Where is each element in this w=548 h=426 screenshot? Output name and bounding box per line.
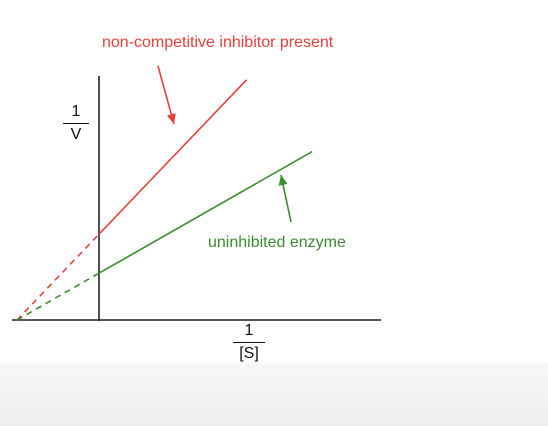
arrow-layer xyxy=(157,65,292,223)
x-axis-label-numerator: 1 xyxy=(244,322,254,339)
series-inhibited-extrapolation xyxy=(16,233,100,321)
y-axis-label: 1 V xyxy=(63,103,89,144)
series-label-inhibited: non-competitive inhibitor present xyxy=(102,34,334,51)
x-axis-label-fraction-bar xyxy=(233,342,265,343)
y-axis-label-numerator: 1 xyxy=(71,103,81,120)
x-axis-label-denominator: [S] xyxy=(239,345,259,362)
arrow-inhibited-head xyxy=(167,113,176,124)
bottom-band xyxy=(0,363,548,426)
series-inhibited-line xyxy=(98,79,248,235)
axes xyxy=(12,76,381,321)
arrow-uninhibited-head xyxy=(278,175,288,186)
x-axis-label: 1 [S] xyxy=(233,322,265,363)
series-label-uninhibited: uninhibited enzyme xyxy=(208,234,346,251)
y-axis-label-denominator: V xyxy=(70,126,82,143)
y-axis-label-fraction-bar xyxy=(63,123,89,124)
series-uninhibited-extrapolation xyxy=(16,272,100,321)
series-uninhibited-line xyxy=(98,150,313,274)
arrow-inhibited-shaft xyxy=(157,65,175,125)
series-layer xyxy=(16,79,313,321)
